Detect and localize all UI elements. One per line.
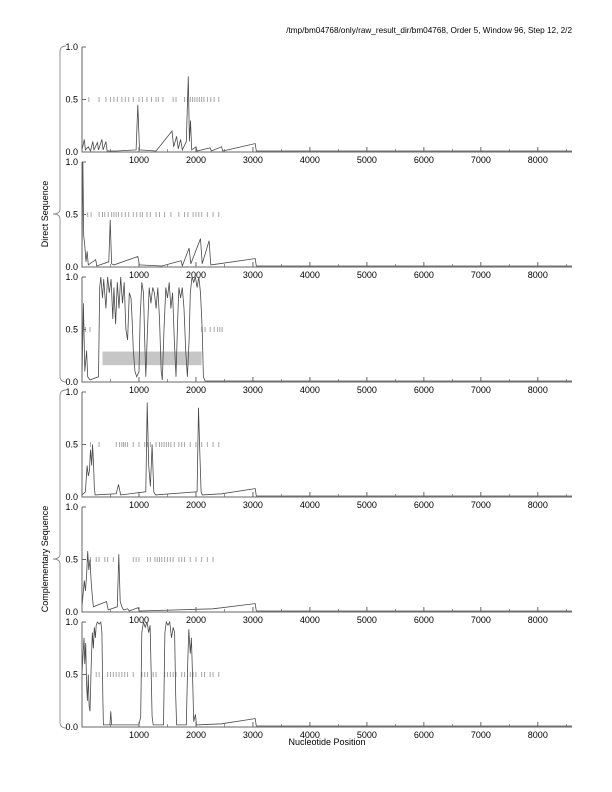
- x-tick-label: 7000: [471, 385, 491, 395]
- x-tick-label: 4000: [300, 155, 320, 165]
- x-tick-label: 3000: [243, 155, 263, 165]
- x-tick-label: 4000: [300, 615, 320, 625]
- x-tick-label: 3000: [243, 615, 263, 625]
- y-tick-label: 1.0: [65, 387, 78, 397]
- x-tick-label: 3000: [243, 385, 263, 395]
- x-tick-label: 8000: [528, 500, 548, 510]
- x-tick-label: 8000: [528, 615, 548, 625]
- y-tick-label: 1.0: [65, 157, 78, 167]
- x-tick-label: 7000: [471, 500, 491, 510]
- axes: [81, 622, 572, 728]
- x-tick-label: 5000: [357, 155, 377, 165]
- x-tick-label: 5000: [357, 500, 377, 510]
- x-tick-label: 6000: [414, 730, 434, 740]
- x-tick-label: 3000: [243, 270, 263, 280]
- panel-direct-frame-1: 0.0 0.5 1.0 1000 2000 3000 4000 5000 6000 7000 800…: [0, 42, 612, 167]
- x-tick-label: 2000: [186, 730, 206, 740]
- x-tick-label: 8000: [528, 730, 548, 740]
- y-tick-label: 0.0: [65, 492, 78, 502]
- x-tick-label: 7000: [471, 730, 491, 740]
- panel-complementary-frame-2: 0.0 0.5 1.0 1000 2000 3000 4000 5000 6000 7000 800…: [0, 502, 612, 627]
- x-tick-label: 2000: [186, 500, 206, 510]
- probability-curve: [81, 276, 572, 382]
- x-tick-label: 6000: [414, 385, 434, 395]
- x-tick-label: 1000: [129, 155, 149, 165]
- x-tick-label: 5000: [357, 615, 377, 625]
- y-tick-label: 0.5: [65, 325, 78, 335]
- y-tick-label: 1.0: [65, 617, 78, 627]
- panel-complementary-frame-1-chart: 0.0 0.5 1.0 1000 2000 3000 4000 5000 6000 7000 800…: [65, 387, 572, 510]
- y-tick-label: 1.0: [65, 272, 78, 282]
- page-title: /tmp/bm04768/only/raw_result_dir/bm04768…: [286, 26, 572, 35]
- probability-curve: [81, 620, 572, 727]
- y-tick-label: 0.5: [65, 95, 78, 105]
- x-tick-label: 5000: [357, 270, 377, 280]
- probability-curve: [81, 402, 572, 497]
- direct-group-brace: [52, 45, 67, 383]
- y-tick-label: 0.5: [65, 210, 78, 220]
- x-tick-label: 6000: [414, 500, 434, 510]
- y-tick-label: 1.0: [65, 42, 78, 52]
- x-tick-label: 2000: [186, 270, 206, 280]
- axes: [81, 507, 572, 613]
- x-tick-label: 6000: [414, 155, 434, 165]
- x-tick-label: 1000: [129, 385, 149, 395]
- complementary-group-brace: [52, 389, 67, 729]
- x-tick-label: 5000: [357, 385, 377, 395]
- panel-direct-frame-2-chart: 0.0 0.5 1.0 1000 2000 3000 4000 5000 6000 7000 800…: [65, 157, 572, 280]
- y-tick-label: 0.0: [65, 262, 78, 272]
- x-tick-label: 2000: [186, 385, 206, 395]
- x-tick-label: 2000: [186, 615, 206, 625]
- panel-complementary-frame-1: 0.0 0.5 1.0 1000 2000 3000 4000 5000 6000 7000 800…: [0, 387, 612, 512]
- axes: [81, 47, 572, 153]
- axes: [81, 277, 572, 383]
- x-tick-label: 6000: [414, 270, 434, 280]
- x-tick-label: 1000: [129, 270, 149, 280]
- x-tick-label: 8000: [528, 385, 548, 395]
- probability-curve: [81, 551, 572, 612]
- panel-direct-frame-2: 0.0 0.5 1.0 1000 2000 3000 4000 5000 6000 7000 800…: [0, 157, 612, 282]
- x-tick-label: 3000: [243, 500, 263, 510]
- x-tick-label: 6000: [414, 615, 434, 625]
- x-tick-label: 7000: [471, 270, 491, 280]
- probability-curve: [81, 161, 572, 268]
- y-tick-label: 0.0: [65, 607, 78, 617]
- brace-path: [52, 389, 67, 729]
- x-tick-label: 7000: [471, 615, 491, 625]
- panel-direct-frame-1-chart: 0.0 0.5 1.0 1000 2000 3000 4000 5000 6000 7000 800…: [65, 42, 572, 165]
- x-tick-label: 4000: [300, 730, 320, 740]
- y-tick-label: 0.0: [65, 377, 78, 387]
- brace-path: [52, 45, 67, 383]
- panel-complementary-frame-2-chart: 0.0 0.5 1.0 1000 2000 3000 4000 5000 6000 7000 800…: [65, 502, 572, 625]
- x-tick-label: 2000: [186, 155, 206, 165]
- x-tick-label: 4000: [300, 270, 320, 280]
- panel-direct-frame-3-chart: 0.0 0.5 1.0 1000 2000 3000 4000 5000 6000 7000 800…: [65, 272, 572, 395]
- x-tick-label: 1000: [129, 500, 149, 510]
- axes: [81, 392, 572, 498]
- x-tick-label: 4000: [300, 385, 320, 395]
- x-tick-label: 4000: [300, 500, 320, 510]
- panel-direct-frame-3: 0.0 0.5 1.0 1000 2000 3000 4000 5000 6000 7000 800…: [0, 272, 612, 397]
- panel-complementary-frame-3: 0.0 0.5 1.0 1000 2000 3000 4000 5000 6000 7000 800…: [0, 617, 612, 742]
- y-tick-label: 0.5: [65, 555, 78, 565]
- panel-complementary-frame-3-chart: 0.0 0.5 1.0 1000 2000 3000 4000 5000 6000 7000 800…: [65, 617, 572, 740]
- y-tick-label: 0.0: [65, 147, 78, 157]
- y-tick-label: 0.5: [65, 670, 78, 680]
- y-tick-label: 0.5: [65, 440, 78, 450]
- x-tick-label: 5000: [357, 730, 377, 740]
- x-tick-label: 1000: [129, 730, 149, 740]
- x-tick-label: 7000: [471, 155, 491, 165]
- y-tick-label: 1.0: [65, 502, 78, 512]
- y-tick-label: 0.0: [65, 722, 78, 732]
- probability-curve: [81, 76, 572, 153]
- axes: [81, 162, 572, 268]
- x-axis-title: Nucleotide Position: [288, 737, 366, 747]
- x-tick-label: 8000: [528, 155, 548, 165]
- x-tick-label: 3000: [243, 730, 263, 740]
- x-tick-label: 8000: [528, 270, 548, 280]
- x-tick-label: 1000: [129, 615, 149, 625]
